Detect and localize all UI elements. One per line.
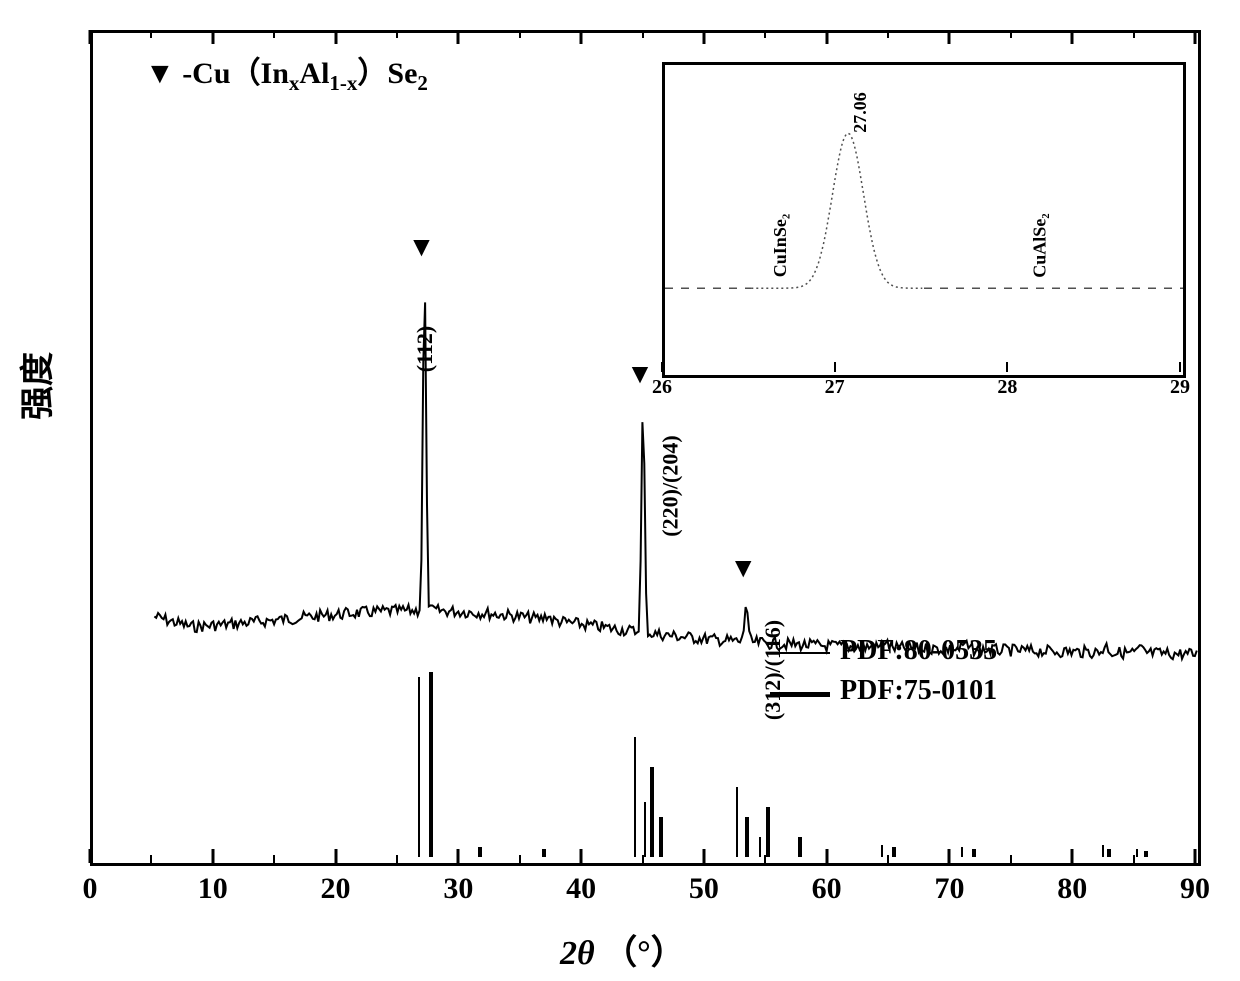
x-tick-minor: [1133, 855, 1135, 863]
x-tick-top: [702, 30, 705, 44]
x-axis-label-symbol: 2θ: [560, 935, 595, 972]
x-tick-top-minor: [273, 30, 275, 38]
peak-miller-label: (220)/(204): [658, 435, 684, 536]
y-axis-label: 强度: [10, 352, 59, 420]
x-tick: [1194, 849, 1197, 863]
inset-x-tick-label: 26: [652, 376, 672, 399]
peak-marker-icon: ▼: [729, 553, 757, 585]
x-tick-top: [825, 30, 828, 44]
x-tick-top: [89, 30, 92, 44]
inset-x-tick-label: 29: [1170, 376, 1190, 399]
x-tick-top-minor: [887, 30, 889, 38]
pdf-ref-bar-thick: [892, 847, 896, 857]
x-tick-minor: [150, 855, 152, 863]
pdf-ref-bar-thick: [972, 849, 976, 857]
x-tick: [948, 849, 951, 863]
pdf-ref-bar-thick: [542, 849, 546, 857]
x-tick-label: 90: [1180, 872, 1210, 906]
pdf-legend-label-0: PDF:80-0535: [840, 635, 997, 667]
pdf-ref-bar-thin: [644, 802, 646, 857]
inset-x-tick: [661, 362, 663, 372]
peak-miller-label: (112): [412, 325, 438, 371]
pdf-ref-bar-thin: [736, 787, 738, 857]
peak-marker-icon: ▼: [408, 232, 436, 264]
inset-x-tick-label: 28: [997, 376, 1017, 399]
x-tick-top-minor: [1133, 30, 1135, 38]
x-tick-top: [1194, 30, 1197, 44]
pdf-ref-bar-thick: [1107, 849, 1111, 857]
x-tick: [457, 849, 460, 863]
x-tick-label: 40: [566, 872, 596, 906]
x-tick-minor: [273, 855, 275, 863]
inset-chart: [662, 62, 1186, 378]
x-tick-top: [457, 30, 460, 44]
x-axis-label: 2θ （°）: [560, 925, 685, 974]
inset-right-phase-label: CuAlSe₂: [1030, 213, 1051, 277]
peak-miller-label: (312)/(116): [760, 620, 786, 720]
x-tick-top: [580, 30, 583, 44]
x-tick-minor: [396, 855, 398, 863]
inset-x-tick: [1179, 362, 1181, 372]
pdf-ref-bar-thick: [766, 807, 770, 857]
x-axis-label-unit: （°）: [603, 935, 685, 972]
x-tick: [211, 849, 214, 863]
pdf-ref-bar-thin: [881, 845, 883, 857]
pdf-ref-bar-thin: [759, 837, 761, 857]
x-tick-top: [948, 30, 951, 44]
x-tick-label: 60: [812, 872, 842, 906]
x-tick-top: [334, 30, 337, 44]
inset-left-phase-label: CuInSe₂: [770, 214, 791, 277]
x-tick: [89, 849, 92, 863]
pdf-ref-bar-thick: [478, 847, 482, 857]
inset-x-tick-label: 27: [825, 376, 845, 399]
x-tick-top: [1071, 30, 1074, 44]
pdf-ref-bar-thin: [418, 677, 420, 857]
pdf-ref-bar-thick: [1144, 851, 1148, 857]
phase-marker-legend: ▼ -Cu（InxAl1-x）Se2: [145, 48, 428, 96]
x-tick-top-minor: [396, 30, 398, 38]
x-tick-minor: [887, 855, 889, 863]
x-tick: [334, 849, 337, 863]
x-tick-top-minor: [764, 30, 766, 38]
pdf-ref-bar-thick: [798, 837, 802, 857]
x-tick-label: 0: [83, 872, 98, 906]
x-tick-top-minor: [1010, 30, 1012, 38]
x-tick-label: 30: [443, 872, 473, 906]
x-tick: [580, 849, 583, 863]
xrd-chart-container: 强度 2θ （°） ▼ -Cu（InxAl1-x）Se2 PDF:80-0535…: [0, 0, 1240, 981]
x-tick-minor: [519, 855, 521, 863]
x-tick: [825, 849, 828, 863]
x-tick-top-minor: [642, 30, 644, 38]
inset-x-tick: [1006, 362, 1008, 372]
x-tick-label: 70: [934, 872, 964, 906]
pdf-ref-bar-thick: [745, 817, 749, 857]
inset-x-tick: [834, 362, 836, 372]
peak-marker-icon: ▼: [626, 359, 654, 391]
pdf-ref-bar-thick: [650, 767, 654, 857]
x-tick-top-minor: [150, 30, 152, 38]
pdf-ref-bar-thick: [659, 817, 663, 857]
x-tick-minor: [1010, 855, 1012, 863]
pdf-ref-bar-thin: [961, 847, 963, 857]
inset-spectrum-svg: [665, 65, 1183, 375]
x-tick-label: 80: [1057, 872, 1087, 906]
pdf-ref-bar-thin: [634, 737, 636, 857]
inset-peak-label: 27.06: [850, 92, 871, 133]
x-tick: [702, 849, 705, 863]
x-tick: [1071, 849, 1074, 863]
x-tick-label: 20: [321, 872, 351, 906]
pdf-ref-bar-thick: [429, 672, 433, 857]
pdf-legend-label-1: PDF:75-0101: [840, 675, 997, 707]
x-tick-top: [211, 30, 214, 44]
x-tick-top-minor: [519, 30, 521, 38]
x-tick-label: 50: [689, 872, 719, 906]
pdf-ref-bar-thin: [1102, 845, 1104, 857]
x-tick-label: 10: [198, 872, 228, 906]
pdf-ref-bar-thin: [1136, 849, 1138, 857]
